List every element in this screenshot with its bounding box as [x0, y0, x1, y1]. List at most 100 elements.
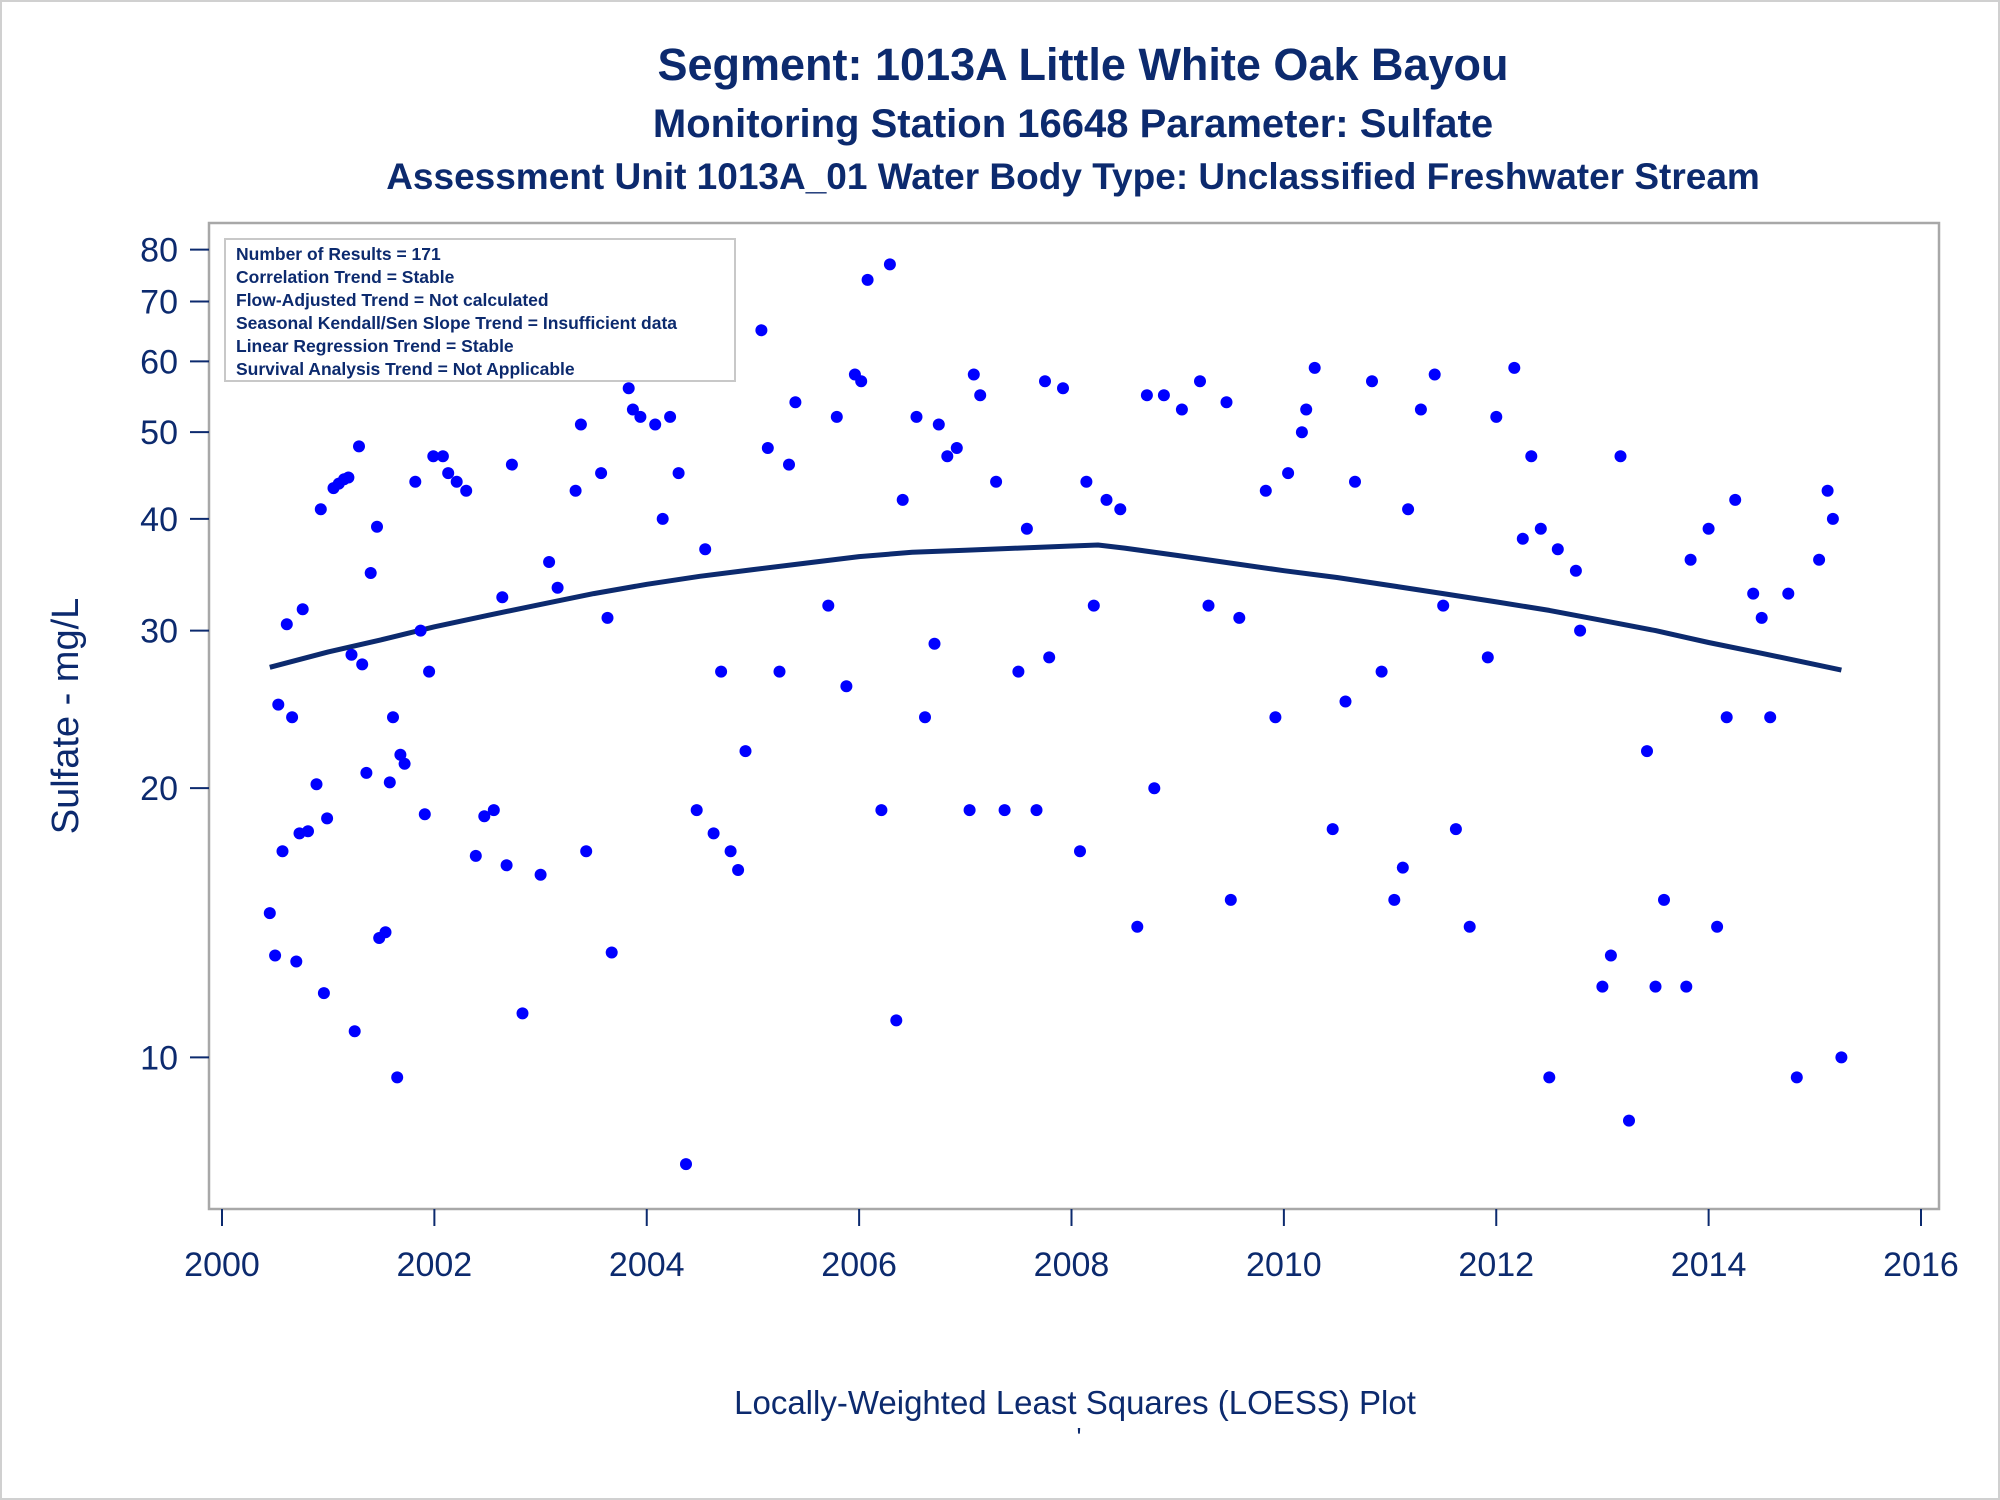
data-point [1114, 503, 1127, 516]
data-point [1516, 532, 1529, 545]
data-point [1490, 410, 1503, 423]
data-point [1388, 893, 1401, 906]
data-point [1729, 493, 1742, 506]
data-point [1508, 361, 1521, 374]
data-point [875, 804, 888, 817]
data-point [391, 1071, 404, 1084]
data-point [1658, 893, 1670, 906]
data-point [1835, 1051, 1848, 1064]
data-point [356, 658, 369, 671]
stats-legend-box [224, 238, 736, 382]
data-point [974, 389, 987, 402]
data-point [1039, 375, 1051, 388]
stats-legend: Number of Results = 171 Correlation Tren… [224, 238, 736, 382]
data-point [551, 581, 564, 594]
data-point [634, 410, 647, 423]
data-point [822, 599, 835, 612]
data-point [1295, 426, 1308, 439]
footnote-mark: ' [1077, 1422, 1082, 1452]
x-tick-label: 2008 [1034, 1246, 1110, 1284]
data-point [680, 1158, 692, 1171]
y-tick-label: 60 [140, 343, 178, 381]
data-point [605, 946, 618, 959]
y-tick-label: 40 [140, 501, 178, 539]
data-point [409, 475, 422, 488]
data-point [896, 493, 909, 506]
y-tick-label: 10 [140, 1039, 178, 1077]
x-tick-label: 2000 [184, 1246, 260, 1284]
data-point [269, 949, 282, 962]
data-point [263, 907, 276, 920]
chart-subtitle-2: Assessment Unit 1013A_01 Water Body Type… [386, 156, 1760, 197]
data-point [1720, 711, 1733, 724]
data-point [840, 680, 853, 693]
data-point [1414, 403, 1427, 416]
data-point [342, 471, 355, 484]
data-point [1821, 484, 1834, 497]
data-point [1131, 920, 1144, 933]
data-point [998, 804, 1011, 817]
data-point [1300, 403, 1313, 416]
y-axis-label: Sulfate - mg/L [45, 598, 87, 835]
data-point [1641, 745, 1653, 758]
data-point [478, 810, 491, 823]
data-point [418, 808, 431, 821]
data-point [1437, 599, 1450, 612]
data-point [1755, 611, 1768, 624]
data-point [1569, 564, 1582, 577]
data-point [1326, 823, 1339, 836]
data-point [622, 382, 635, 395]
data-point [1148, 782, 1161, 795]
data-point [469, 849, 482, 862]
data-point [496, 591, 509, 604]
data-point [732, 864, 745, 876]
data-point [950, 442, 963, 454]
data-point [290, 955, 303, 968]
data-point [910, 410, 923, 423]
data-point [1080, 475, 1093, 488]
data-point [789, 396, 802, 409]
data-point [1574, 624, 1587, 637]
data-point [394, 748, 407, 761]
chart-subtitle: Monitoring Station 16648 Parameter: Sulf… [653, 102, 1493, 146]
data-point [1175, 403, 1188, 416]
loess-curve [269, 542, 1842, 673]
data-point [1449, 823, 1462, 836]
data-point [1747, 587, 1760, 600]
stat-line: Seasonal Kendall/Sen Slope Trend = Insuf… [236, 313, 677, 333]
data-point [967, 368, 980, 381]
stat-line: Number of Results = 171 [236, 244, 441, 264]
data-point [1057, 382, 1069, 395]
data-point [280, 618, 293, 631]
data-point [1614, 450, 1627, 463]
x-tick-label: 2016 [1883, 1246, 1959, 1284]
data-point [932, 418, 945, 431]
data-point [371, 520, 383, 533]
y-tick-label: 30 [140, 613, 178, 651]
data-point [1020, 522, 1033, 535]
data-point [699, 543, 712, 556]
data-point [387, 711, 399, 724]
data-point [1375, 665, 1388, 678]
data-point [460, 484, 473, 497]
data-point [383, 776, 396, 789]
data-point [1233, 611, 1246, 624]
data-point [398, 757, 411, 770]
data-point [1813, 553, 1826, 566]
data-point [626, 403, 639, 416]
data-point [707, 827, 720, 840]
y-tick-label: 50 [140, 414, 178, 452]
stat-line: Correlation Trend = Stable [236, 267, 455, 287]
x-tick-label: 2014 [1671, 1246, 1747, 1284]
data-point [1043, 651, 1056, 664]
loess-layer [269, 542, 1842, 673]
x-tick-label: 2010 [1246, 1246, 1322, 1284]
data-point [1551, 543, 1564, 556]
data-point [883, 258, 896, 271]
data-point [919, 711, 931, 724]
y-tick-label: 20 [140, 770, 178, 808]
data-point [1202, 599, 1215, 612]
x-axis: 2000 2002 2004 2006 2008 2010 2012 2014 2016 [184, 1209, 1959, 1284]
data-point [1684, 553, 1697, 566]
